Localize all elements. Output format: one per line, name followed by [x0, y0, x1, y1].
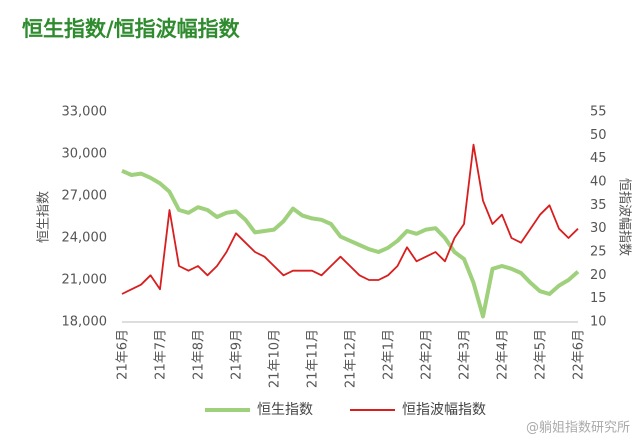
- y-tick-label: 21,000: [62, 273, 108, 288]
- legend-label: 恒指波幅指数: [402, 402, 486, 418]
- x-tick-label: 22年6月: [572, 329, 587, 380]
- watermark: @躺姐指数研究所: [526, 420, 630, 436]
- x-tick-label: 21年9月: [230, 329, 245, 380]
- y2-tick-label: 45: [590, 151, 607, 166]
- y2-tick-label: 50: [590, 128, 607, 143]
- x-tick-label: 22年5月: [534, 329, 549, 380]
- y2-tick-label: 15: [590, 291, 607, 306]
- x-tick-label: 22年2月: [420, 329, 435, 380]
- x-tick-label: 21年10月: [268, 329, 283, 388]
- y2-tick-label: 55: [590, 105, 607, 120]
- x-tick-label: 21年11月: [306, 329, 321, 388]
- y2-tick-label: 25: [590, 245, 607, 260]
- y-axis-label: 恒生指数: [37, 191, 52, 243]
- x-tick-label: 21年12月: [344, 329, 359, 388]
- legend-label: 恒生指数: [257, 402, 313, 418]
- y2-tick-label: 35: [590, 198, 607, 213]
- y-tick-label: 24,000: [62, 231, 108, 246]
- series-line: [121, 143, 579, 295]
- x-tick-label: 21年6月: [116, 329, 131, 380]
- x-tick-label: 21年7月: [154, 329, 169, 380]
- x-tick-label: 22年4月: [496, 329, 511, 380]
- y-tick-label: 18,000: [62, 315, 108, 330]
- y2-tick-label: 40: [590, 175, 607, 190]
- chart-title: 恒生指数/恒指波幅指数: [22, 17, 241, 41]
- x-tick-label: 22年3月: [458, 329, 473, 380]
- y2-tick-label: 20: [590, 268, 607, 283]
- x-tick-label: 21年8月: [192, 329, 207, 380]
- y-tick-label: 33,000: [62, 105, 108, 120]
- y2-tick-label: 30: [590, 221, 607, 236]
- y2-axis-label: 恒指波幅指数: [617, 178, 632, 256]
- series-line: [121, 168, 580, 319]
- x-tick-label: 22年1月: [382, 329, 397, 380]
- y2-tick-label: 10: [590, 315, 607, 330]
- y-tick-label: 27,000: [62, 189, 108, 204]
- y-tick-label: 30,000: [62, 147, 108, 162]
